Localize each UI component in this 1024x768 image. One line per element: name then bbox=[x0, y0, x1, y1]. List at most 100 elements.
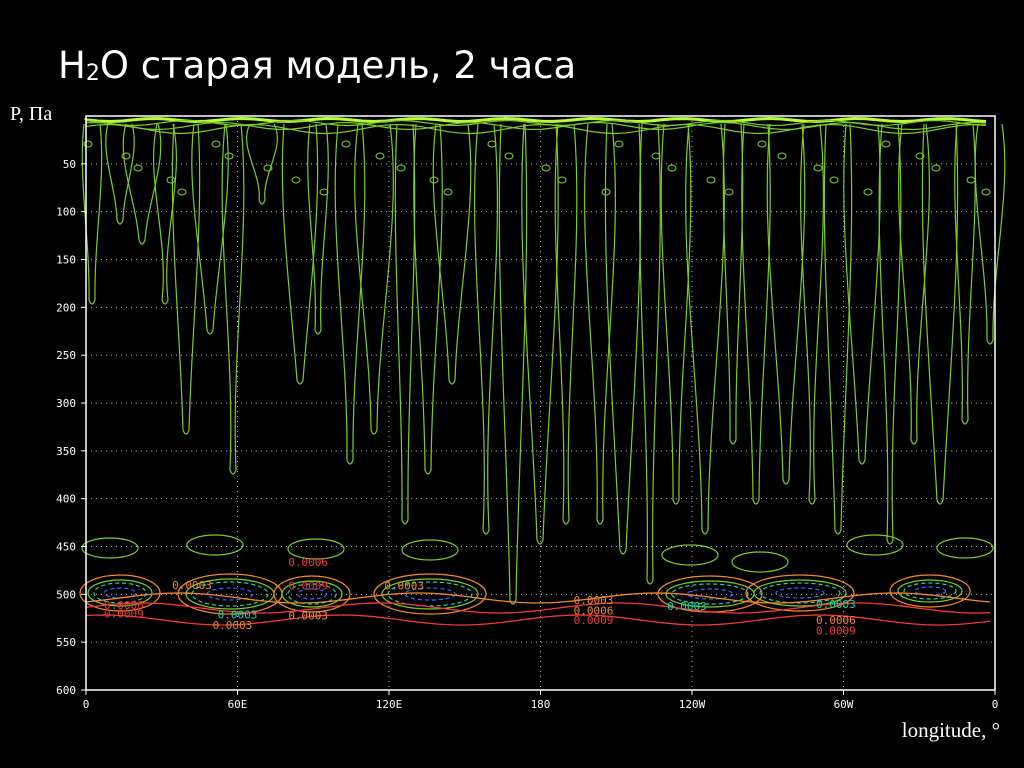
contour-loop bbox=[541, 164, 551, 172]
contour-ring-blue bbox=[686, 588, 734, 600]
y-tick-label: 600 bbox=[56, 684, 76, 697]
slide-title: H2O старая модель, 2 часа bbox=[58, 44, 577, 87]
contour-label: 0.0009 bbox=[288, 580, 328, 593]
contour-labels-layer: 0.00060.00090.00030.00030.00030.00060.00… bbox=[104, 556, 856, 638]
contour-ring-cyan bbox=[191, 581, 269, 607]
contour-loop bbox=[401, 539, 459, 561]
contour-loop bbox=[504, 152, 514, 160]
contour-loop bbox=[487, 140, 497, 148]
contour-line bbox=[660, 123, 692, 505]
contour-loop bbox=[133, 164, 143, 172]
contour-line bbox=[246, 123, 278, 205]
x-tick-label: 180 bbox=[531, 698, 551, 711]
contour-top-band bbox=[84, 116, 987, 124]
contour-line bbox=[799, 123, 825, 505]
contour-ring-blue bbox=[404, 587, 456, 601]
y-tick-label: 50 bbox=[63, 158, 76, 171]
contour-loop bbox=[846, 534, 904, 556]
contour-loop bbox=[177, 188, 187, 196]
contour-label: 0.0003 bbox=[574, 594, 614, 607]
contour-line bbox=[898, 123, 930, 445]
contour-line bbox=[334, 123, 366, 465]
contour-ring-blue bbox=[297, 588, 328, 600]
contour-label: 0.0006 bbox=[574, 605, 614, 618]
y-tick-label: 400 bbox=[56, 493, 76, 506]
contour-line bbox=[281, 123, 319, 385]
contour-line bbox=[413, 123, 443, 475]
x-tick-label: 60E bbox=[228, 698, 248, 711]
contour-ring-green bbox=[87, 579, 153, 607]
contour-label: 0.0003 bbox=[816, 598, 856, 611]
contour-loop bbox=[706, 176, 716, 184]
contour-loop bbox=[813, 164, 823, 172]
contour-line bbox=[432, 123, 472, 385]
contour-label: 0.0006 bbox=[288, 556, 328, 569]
x-tick-label: 120E bbox=[376, 698, 403, 711]
contour-loop bbox=[263, 164, 273, 172]
contour-line bbox=[394, 123, 416, 525]
contour-top-band bbox=[85, 119, 987, 127]
contour-line bbox=[354, 123, 394, 435]
contour-line bbox=[81, 123, 103, 305]
contour-ring-cyan bbox=[759, 582, 841, 604]
contour-label: 0.0003 bbox=[218, 608, 258, 621]
y-tick-label: 100 bbox=[56, 206, 76, 219]
contour-line bbox=[974, 123, 1006, 345]
contour-loop bbox=[915, 152, 925, 160]
contour-label: 0.0003 bbox=[213, 619, 253, 632]
contour-line bbox=[604, 123, 642, 555]
contour-loop bbox=[731, 551, 789, 573]
contour-loop bbox=[724, 188, 734, 196]
contour-line bbox=[954, 123, 976, 425]
contour-line bbox=[152, 123, 178, 305]
contour-ring-cyan bbox=[287, 583, 337, 605]
x-tick-label: 60W bbox=[834, 698, 854, 711]
y-axis-title: P, Па bbox=[10, 103, 53, 125]
contour-ring-green bbox=[281, 580, 343, 608]
contour-ring-orange bbox=[373, 573, 487, 615]
contour-line bbox=[221, 123, 245, 475]
contour-loop bbox=[777, 152, 787, 160]
contour-loop bbox=[651, 152, 661, 160]
contour-loop bbox=[757, 140, 767, 148]
contour-line bbox=[766, 123, 806, 485]
y-tick-label: 550 bbox=[56, 636, 76, 649]
contour-line bbox=[521, 123, 559, 545]
contour-line bbox=[722, 123, 744, 445]
x-tick-label: 0 bbox=[992, 698, 999, 711]
contour-line bbox=[685, 123, 725, 535]
x-axis-title: longitude, ° bbox=[901, 718, 1000, 742]
contour-loop bbox=[81, 537, 139, 559]
contour-label: 0.0003 bbox=[384, 580, 424, 593]
contour-label: 0.0009 bbox=[574, 614, 614, 627]
contour-loop bbox=[667, 164, 677, 172]
contour-loop bbox=[661, 544, 719, 566]
contour-line bbox=[921, 123, 959, 505]
contour-line bbox=[498, 123, 528, 605]
contour-loop bbox=[429, 176, 439, 184]
contour-ring-green bbox=[381, 578, 479, 610]
contour-loop bbox=[966, 176, 976, 184]
contour-ring-blue bbox=[206, 587, 254, 601]
contour-loop bbox=[443, 188, 453, 196]
contour-loop bbox=[396, 164, 406, 172]
contour-top-band bbox=[85, 121, 987, 131]
contour-loop bbox=[829, 176, 839, 184]
contour-wave bbox=[85, 602, 991, 614]
contour-label: 0.0003 bbox=[288, 609, 328, 622]
contour-loop bbox=[224, 152, 234, 160]
contour-line bbox=[823, 123, 853, 535]
contour-label: 0.0003 bbox=[667, 600, 707, 613]
contour-loop bbox=[211, 140, 221, 148]
x-tick-label: 120W bbox=[679, 698, 706, 711]
contour-line bbox=[741, 123, 771, 505]
contour-loop bbox=[557, 176, 567, 184]
y-tick-label: 200 bbox=[56, 301, 76, 314]
contour-loop bbox=[166, 176, 176, 184]
y-tick-label: 500 bbox=[56, 588, 76, 601]
contour-ring-orange bbox=[745, 574, 855, 612]
y-tick-label: 150 bbox=[56, 254, 76, 267]
grid-layer bbox=[86, 116, 995, 690]
contour-line bbox=[878, 123, 902, 545]
